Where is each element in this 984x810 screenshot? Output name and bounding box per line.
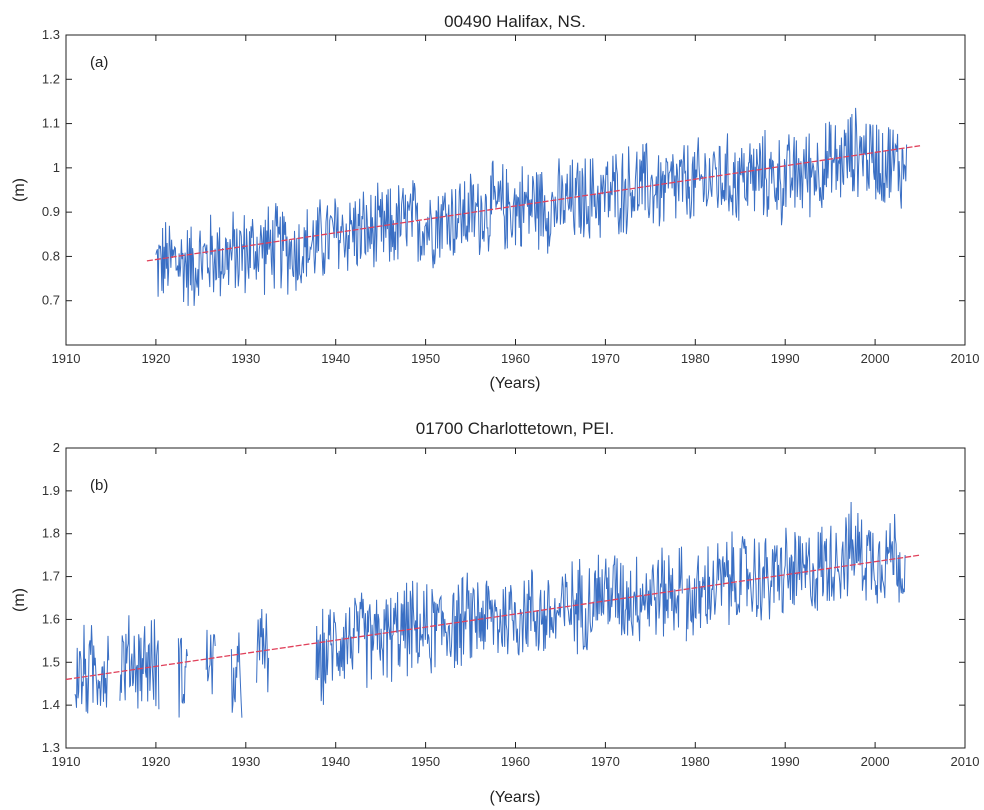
axes: 1910 1920 1930 1940 1950 1960 1970 1980 1990 2000… [42,440,980,769]
x-tick-label: 1970 [591,754,620,769]
x-tick-label: 1950 [411,754,440,769]
x-tick-label: 1990 [771,754,800,769]
x-axis-label: (Years) [490,375,541,392]
y-tick-label: 2 [53,440,60,455]
x-tick-label: 1910 [52,754,81,769]
x-tick-label: 1970 [591,351,620,366]
y-tick-label: 1.5 [42,654,60,669]
y-tick-label: 1.4 [42,697,60,712]
x-tick-label: 2010 [951,351,980,366]
chart-title: 01700 Charlottetown, PEI. [416,419,614,438]
series-layer [65,501,921,718]
y-tick-label: 1.7 [42,569,60,584]
y-axis-label: (m) [11,588,28,612]
series-line [256,608,270,693]
x-tick-label: 1960 [501,754,530,769]
series-line [155,107,908,306]
x-tick-label: 2000 [861,351,890,366]
x-tick-label: 1940 [321,351,350,366]
y-axis-label: (m) [11,178,28,202]
series-layer [146,107,921,306]
x-tick-label: 1930 [231,754,260,769]
panel-a-halifax: 00490 Halifax, NS. (a) 1910 1920 1930 1940 1… [11,12,979,392]
y-tick-label: 1 [53,160,60,175]
x-tick-label: 1950 [411,351,440,366]
y-tick-label: 0.7 [42,293,60,308]
series-line [685,501,906,642]
x-tick-label: 1910 [52,351,81,366]
y-tick-label: 1.3 [42,27,60,42]
x-tick-label: 1990 [771,351,800,366]
trend-line [146,145,921,262]
y-tick-label: 0.9 [42,204,60,219]
series-line [205,629,216,695]
series-line [74,624,110,714]
x-tick-label: 1920 [141,754,170,769]
y-tick-label: 1.8 [42,526,60,541]
axes: 1910 1920 1930 1940 1950 1960 1970 1980 1990 2000… [42,27,980,366]
panel-label: (b) [90,477,108,494]
plot-frame [65,447,966,749]
y-tick-label: 0.8 [42,248,60,263]
chart-title: 00490 Halifax, NS. [444,12,586,31]
series-line [230,632,243,718]
x-tick-label: 1940 [321,754,350,769]
y-tick-label: 1.1 [42,116,60,131]
series-line [315,546,683,705]
plot-frame [65,34,966,346]
x-tick-label: 1920 [141,351,170,366]
x-tick-label: 1980 [681,351,710,366]
y-tick-label: 1.2 [42,71,60,86]
y-tick-label: 1.6 [42,611,60,626]
x-tick-label: 2010 [951,754,980,769]
series-line [119,615,160,710]
panel-b-charlottetown: 01700 Charlottetown, PEI. (b) 1910 1920 19… [11,419,979,806]
x-tick-label: 1930 [231,351,260,366]
y-tick-label: 1.3 [42,740,60,755]
series-line [177,637,188,718]
panel-label: (a) [90,54,108,71]
x-tick-label: 1980 [681,754,710,769]
x-tick-label: 2000 [861,754,890,769]
x-tick-label: 1960 [501,351,530,366]
x-axis-label: (Years) [490,789,541,806]
y-tick-label: 1.9 [42,483,60,498]
